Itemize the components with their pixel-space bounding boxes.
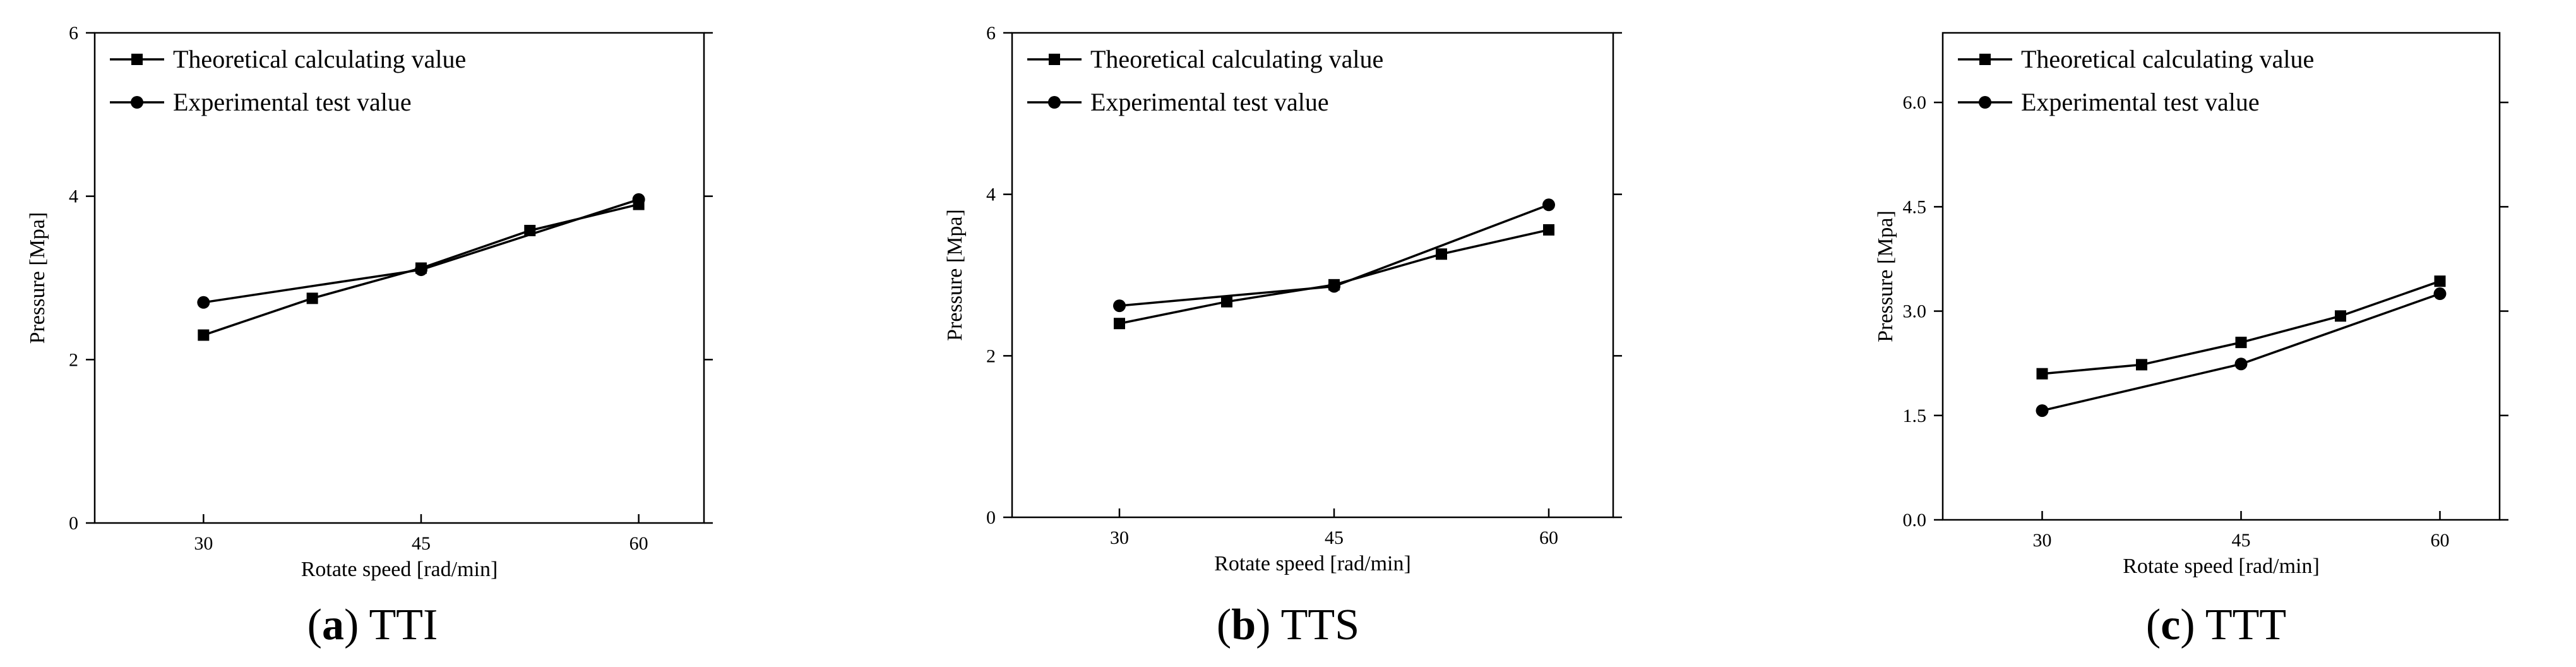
series-line-experimental	[203, 198, 640, 304]
data-point-square	[2335, 310, 2346, 322]
y-axis-label: Pressure [Mpa]	[1874, 210, 1897, 342]
data-point-circle	[2036, 404, 2049, 418]
data-point-circle	[2433, 287, 2447, 301]
legend-marker-square	[131, 54, 143, 65]
data-point-square	[306, 292, 318, 304]
data-point-square	[2434, 275, 2446, 287]
y-tick-label: 4.5	[1903, 196, 1927, 217]
y-axis-label: Pressure [Mpa]	[943, 209, 967, 341]
data-point-circle	[197, 296, 210, 309]
caption-paren-open: (	[2146, 601, 2161, 649]
x-axis-label: Rotate speed [rad/min]	[1214, 552, 1411, 575]
legend-label: Experimental test value	[2021, 88, 2260, 116]
chart-panel-tti: 30 45 60 0 2 4 6 Rotate speed [rad/min] Pressure…	[26, 23, 713, 649]
series-line-theoretical	[1119, 229, 1549, 325]
y-tick-label: 6	[69, 23, 78, 44]
legend-marker-circle	[1048, 96, 1061, 109]
caption-paren-close: )	[2180, 601, 2205, 649]
plot-frame	[1011, 32, 1614, 519]
y-tick-label: 2	[986, 346, 996, 366]
y-tick-label: 1.5	[1903, 406, 1927, 426]
chart-caption: (c) TTT	[2146, 601, 2286, 649]
chart-caption: (b) TTS	[1217, 601, 1359, 649]
data-point-square	[2235, 337, 2247, 349]
data-point-circle	[2234, 358, 2248, 371]
y-tick-label: 0	[986, 507, 996, 528]
y-axis-label: Pressure [Mpa]	[26, 212, 49, 344]
data-point-square	[2136, 359, 2147, 371]
data-point-square	[1114, 318, 1125, 330]
data-point-square	[1436, 248, 1447, 260]
chart-panel-ttt: 30 45 60 0.0 1.5 3.0 4.5 6.0 Rotate speed [rad/m…	[1874, 32, 2508, 649]
y-tick-label: 6	[986, 23, 996, 44]
y-tick-label: 2	[69, 349, 78, 370]
x-axis-label: Rotate speed [rad/min]	[301, 558, 498, 581]
plot-frame	[93, 32, 705, 524]
data-point-square	[2036, 368, 2048, 380]
x-tick-label: 30	[194, 533, 213, 554]
x-axis-label: Rotate speed [rad/min]	[2123, 555, 2320, 578]
data-point-circle	[414, 263, 427, 277]
data-point-circle	[1542, 198, 1555, 212]
x-tick-label: 30	[2033, 530, 2052, 551]
caption-paren-close: )	[1256, 601, 1281, 649]
chart-caption: (a) TTI	[307, 601, 438, 649]
y-tick-label: 6.0	[1903, 92, 1927, 113]
legend-label: Theoretical calculating value	[1090, 45, 1383, 73]
data-point-circle	[632, 193, 645, 206]
caption-letter: b	[1231, 601, 1256, 649]
legend-label: Theoretical calculating value	[2021, 45, 2314, 73]
caption-name: TTI	[369, 601, 438, 649]
caption-name: TTT	[2205, 601, 2286, 649]
caption-letter: c	[2161, 601, 2180, 649]
y-tick-label: 4	[986, 184, 996, 205]
data-point-circle	[1113, 299, 1126, 313]
y-tick-label: 0.0	[1903, 510, 1927, 531]
x-tick-label: 45	[1325, 527, 1344, 548]
x-tick-label: 45	[412, 533, 431, 554]
y-tick-label: 0	[69, 513, 78, 534]
data-point-square	[198, 329, 210, 341]
legend-marker-square	[1049, 54, 1060, 65]
legend-marker-square	[1979, 54, 1991, 65]
data-point-square	[1543, 224, 1554, 236]
data-point-square	[1221, 296, 1232, 308]
caption-paren-close: )	[344, 601, 369, 649]
x-tick-label: 30	[1110, 527, 1129, 548]
caption-paren-open: (	[307, 601, 322, 649]
x-tick-label: 60	[1539, 527, 1558, 548]
caption-name: TTS	[1281, 601, 1359, 649]
y-tick-label: 3.0	[1903, 301, 1927, 322]
caption-letter: a	[322, 601, 344, 649]
data-point-circle	[1328, 280, 1340, 293]
x-tick-label: 60	[629, 533, 648, 554]
x-tick-label: 45	[2232, 530, 2251, 551]
y-tick-label: 4	[69, 186, 78, 207]
caption-paren-open: (	[1217, 601, 1231, 649]
plot-frame	[1941, 32, 2501, 521]
x-tick-label: 60	[2431, 530, 2450, 551]
chart-panel-tts: 30 45 60 0 2 4 6 Rotate speed [rad/min] Pressure…	[943, 23, 1622, 649]
legend-marker-circle	[1979, 96, 1991, 109]
legend-label: Theoretical calculating value	[173, 45, 466, 73]
legend-marker-circle	[131, 96, 143, 109]
legend-label: Experimental test value	[173, 88, 412, 116]
legend-label: Experimental test value	[1090, 88, 1329, 116]
series-line-experimental	[2042, 292, 2441, 412]
